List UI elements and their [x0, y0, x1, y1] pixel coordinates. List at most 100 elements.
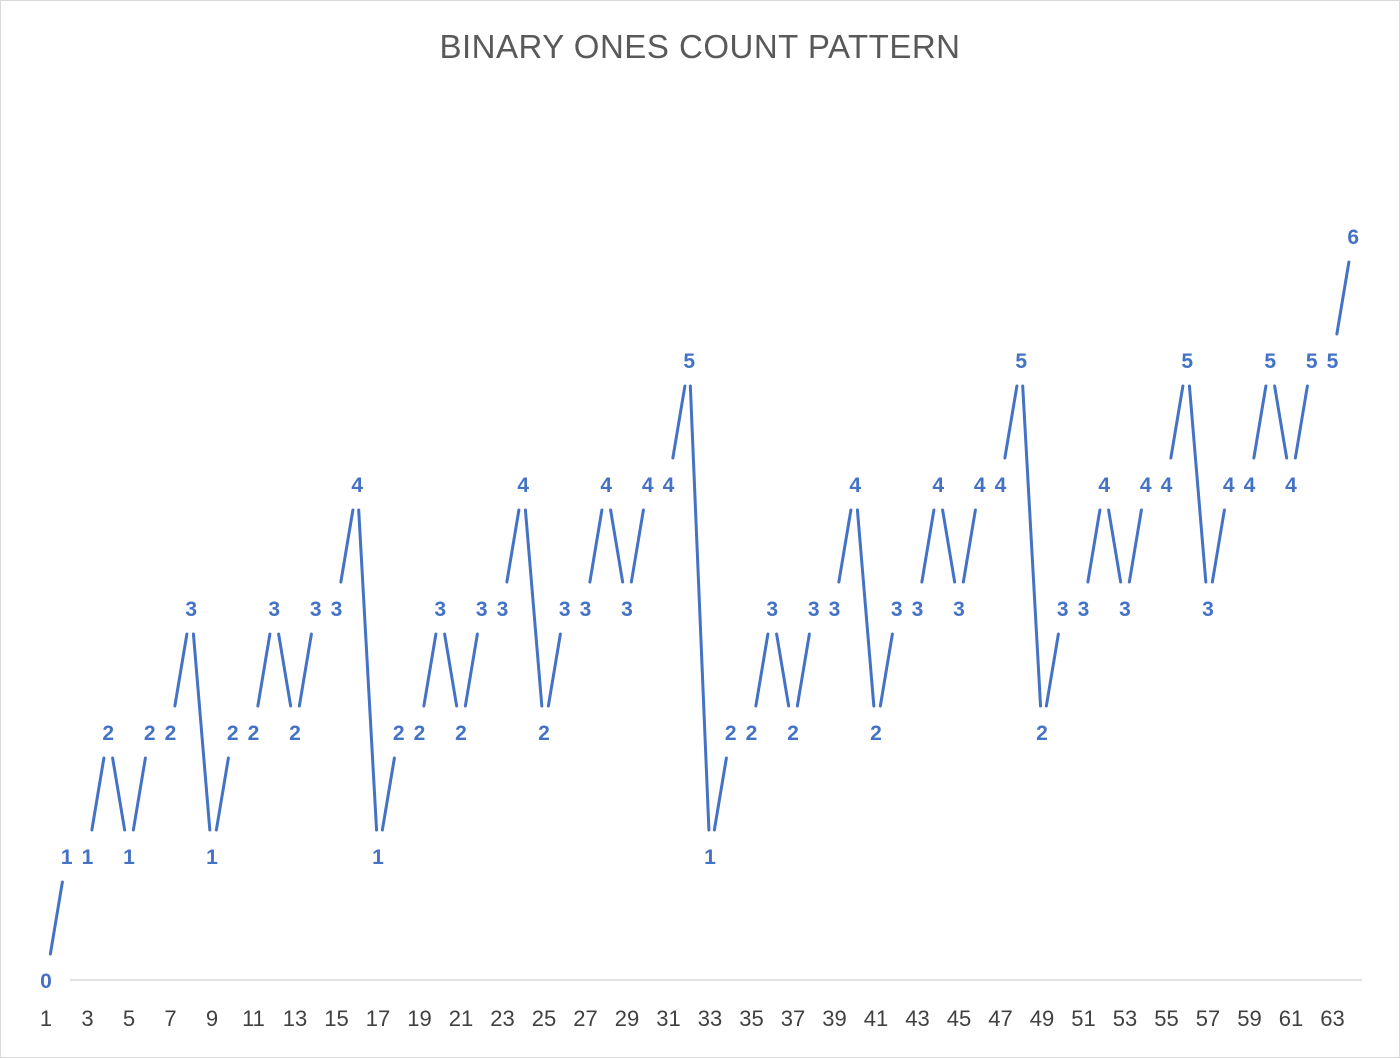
series-line-segment [754, 632, 770, 708]
data-label: 2 [455, 722, 467, 745]
x-tick-label: 11 [242, 1006, 265, 1031]
series-line-segment [671, 384, 687, 460]
data-label: 3 [891, 598, 903, 621]
data-label: 2 [1036, 722, 1048, 745]
data-label: 2 [144, 722, 156, 745]
series-line-segment [463, 632, 479, 708]
series-line-segment [1252, 384, 1268, 460]
x-tick-label: 7 [164, 1006, 176, 1031]
series-line-segment [1127, 508, 1143, 584]
data-label: 5 [1181, 350, 1193, 373]
series-line-segment [1335, 260, 1351, 336]
data-label: 4 [1161, 474, 1173, 497]
x-tick-label: 3 [81, 1006, 93, 1031]
x-tick-label: 49 [1030, 1006, 1054, 1031]
data-label: 3 [1078, 598, 1090, 621]
series-line-segment [609, 508, 625, 584]
data-label: 5 [1015, 350, 1027, 373]
data-label: 0 [40, 970, 52, 993]
series-line-segment [1021, 384, 1043, 708]
data-label: 2 [414, 722, 426, 745]
data-label: 4 [995, 474, 1007, 497]
series-line-segment [941, 508, 957, 584]
series-line-segment [1210, 508, 1226, 584]
x-tick-label: 55 [1154, 1006, 1178, 1031]
data-label: 3 [310, 598, 322, 621]
data-label: 2 [538, 722, 550, 745]
series-line-segment [48, 880, 64, 956]
data-label: 4 [1244, 474, 1256, 497]
x-tick-label: 35 [739, 1006, 763, 1031]
data-label: 3 [434, 598, 446, 621]
series-line-segment [277, 632, 293, 708]
series-line-segment [837, 508, 853, 584]
series-line-segment [173, 632, 189, 708]
data-label: 3 [766, 598, 778, 621]
series-line-segment [422, 632, 438, 708]
data-label: 3 [953, 598, 965, 621]
x-tick-label: 45 [947, 1006, 971, 1031]
series-line-segment [1044, 632, 1060, 708]
data-label: 5 [1264, 350, 1276, 373]
data-label: 2 [725, 722, 737, 745]
x-tick-label: 59 [1237, 1006, 1261, 1031]
series-line-segment [1273, 384, 1289, 460]
x-tick-label: 51 [1071, 1006, 1095, 1031]
x-tick-label: 41 [864, 1006, 888, 1031]
x-tick-label: 27 [573, 1006, 597, 1031]
data-label: 3 [497, 598, 509, 621]
x-tick-label: 57 [1196, 1006, 1220, 1031]
series-line-segment [1003, 384, 1019, 460]
series-line-segment [629, 508, 645, 584]
series-line-segment [111, 756, 127, 832]
data-label: 5 [683, 350, 695, 373]
x-tick-label: 23 [490, 1006, 514, 1031]
series-line-segment [712, 756, 728, 832]
x-tick-label: 61 [1279, 1006, 1303, 1031]
data-label: 1 [82, 846, 94, 869]
series-line-segment [1086, 508, 1102, 584]
series-line-segment [214, 756, 230, 832]
data-label: 3 [185, 598, 197, 621]
data-label: 4 [351, 474, 363, 497]
data-label: 1 [704, 846, 716, 869]
data-label: 4 [849, 474, 861, 497]
series-line-segment [546, 632, 562, 708]
data-label: 3 [1202, 598, 1214, 621]
data-label: 3 [912, 598, 924, 621]
x-tick-label: 19 [407, 1006, 431, 1031]
data-label: 6 [1347, 226, 1359, 249]
x-tick-label: 5 [123, 1006, 135, 1031]
data-label: 3 [580, 598, 592, 621]
x-tick-label: 17 [366, 1006, 390, 1031]
series-line-segment [523, 508, 544, 708]
x-tick-label: 31 [656, 1006, 680, 1031]
data-label: 1 [206, 846, 218, 869]
data-label: 4 [1140, 474, 1152, 497]
data-label: 5 [1306, 350, 1318, 373]
series-line-segment [443, 632, 459, 708]
data-label: 4 [642, 474, 654, 497]
data-label: 3 [1057, 598, 1069, 621]
series-line-segment [688, 384, 711, 832]
series-line-segment [191, 632, 212, 832]
series-line-segment [357, 508, 379, 832]
x-tick-label: 13 [283, 1006, 307, 1031]
data-label: 3 [829, 598, 841, 621]
series-line-segment [505, 508, 521, 584]
x-tick-label: 37 [781, 1006, 805, 1031]
data-label: 2 [787, 722, 799, 745]
data-label: 3 [476, 598, 488, 621]
series-line-segment [1187, 384, 1208, 584]
data-label: 3 [1119, 598, 1131, 621]
series-line-segment [339, 508, 355, 584]
data-label: 3 [559, 598, 571, 621]
data-label: 1 [61, 846, 73, 869]
series-line-segment [795, 632, 811, 708]
data-label: 4 [932, 474, 944, 497]
series-line-segment [920, 508, 936, 584]
series-line-segment [90, 756, 106, 832]
x-tick-label: 47 [988, 1006, 1012, 1031]
